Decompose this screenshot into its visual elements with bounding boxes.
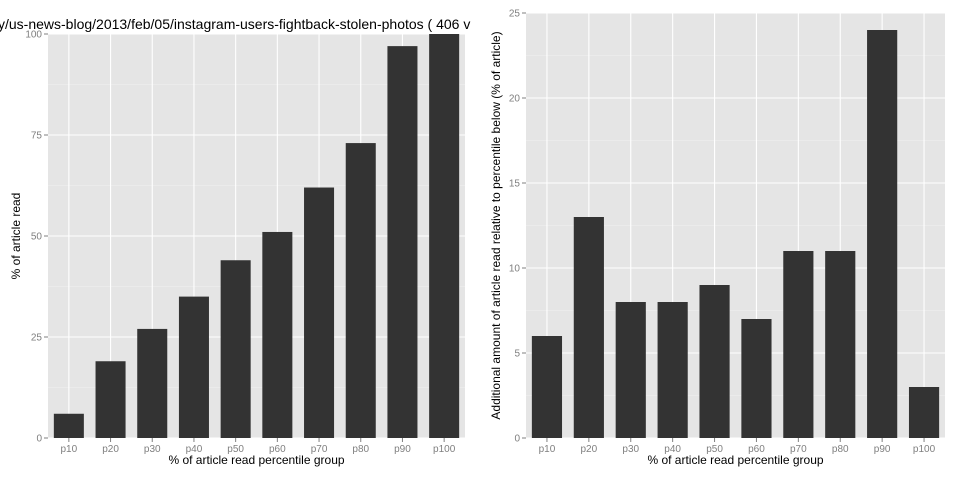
x-tick-label: p70 xyxy=(790,444,807,455)
x-tick-label: p80 xyxy=(832,444,849,455)
bar-p50 xyxy=(699,285,730,438)
bar-p60 xyxy=(741,319,772,438)
x-tick-label: p60 xyxy=(748,444,765,455)
bar-p70 xyxy=(783,251,814,438)
x-axis-title: % of article read percentile group xyxy=(168,453,344,467)
x-tick-label: p50 xyxy=(227,444,244,455)
bar-p90 xyxy=(867,30,898,438)
x-tick-label: p100 xyxy=(913,444,936,455)
bar-p30 xyxy=(615,302,646,438)
x-tick-label: p20 xyxy=(102,444,119,455)
x-tick-label: p80 xyxy=(352,444,369,455)
x-tick-label: p20 xyxy=(581,444,598,455)
bar-p30 xyxy=(137,328,168,438)
x-tick-label: p30 xyxy=(144,444,161,455)
x-tick-label: p30 xyxy=(622,444,639,455)
bar-p90 xyxy=(387,46,418,439)
y-tick-label: 15 xyxy=(509,179,521,190)
y-tick-label: 5 xyxy=(514,349,520,360)
bar-p10 xyxy=(531,336,563,438)
x-tick-label: p40 xyxy=(664,444,681,455)
y-tick-label: 20 xyxy=(509,94,521,105)
bar-p40 xyxy=(178,296,209,438)
x-tick-label: p100 xyxy=(433,444,456,455)
x-tick-label: p90 xyxy=(394,444,411,455)
x-tick-label: p10 xyxy=(61,444,78,455)
bar-p80 xyxy=(345,143,376,438)
y-tick-label: 50 xyxy=(31,232,43,243)
x-tick-label: p50 xyxy=(706,444,723,455)
bar-p60 xyxy=(262,231,293,438)
bar-p100 xyxy=(429,34,460,438)
x-tick-label: p70 xyxy=(311,444,328,455)
bar-p80 xyxy=(825,251,856,438)
bar-p20 xyxy=(95,361,126,438)
x-tick-label: p40 xyxy=(186,444,203,455)
x-tick-label: p90 xyxy=(874,444,891,455)
y-tick-label: 25 xyxy=(509,9,521,20)
y-tick-label: 75 xyxy=(31,131,43,142)
bar-p50 xyxy=(220,260,251,438)
y-axis-title: Additional amount of article read relati… xyxy=(489,31,503,419)
chart-left-cumulative-read: 0 25 50 75 100 p10 p20 p30 p40 p50 p60 p70 p80 p90 p10… xyxy=(9,30,465,467)
bar-p10 xyxy=(53,413,84,438)
bar-p70 xyxy=(304,187,335,438)
y-tick-label: 0 xyxy=(514,434,520,445)
y-tick-label: 100 xyxy=(25,30,42,41)
x-axis-title: % of article read percentile group xyxy=(647,453,823,467)
bar-p100 xyxy=(908,387,940,438)
y-tick-label: 25 xyxy=(31,333,43,344)
y-axis-title: % of article read xyxy=(9,193,23,280)
y-tick-label: 0 xyxy=(36,434,42,445)
bar-p20 xyxy=(573,217,604,438)
x-tick-label: p10 xyxy=(539,444,556,455)
chart-right-additional-read: 0 5 10 15 20 25 p10 p20 p30 p40 p50 p60 p70 p80 p90 p10… xyxy=(489,9,945,467)
figure-title: y/us-news-blog/2013/feb/05/instagram-use… xyxy=(0,16,470,32)
bar-p40 xyxy=(657,302,688,438)
y-tick-label: 10 xyxy=(509,264,521,275)
x-tick-label: p60 xyxy=(269,444,286,455)
